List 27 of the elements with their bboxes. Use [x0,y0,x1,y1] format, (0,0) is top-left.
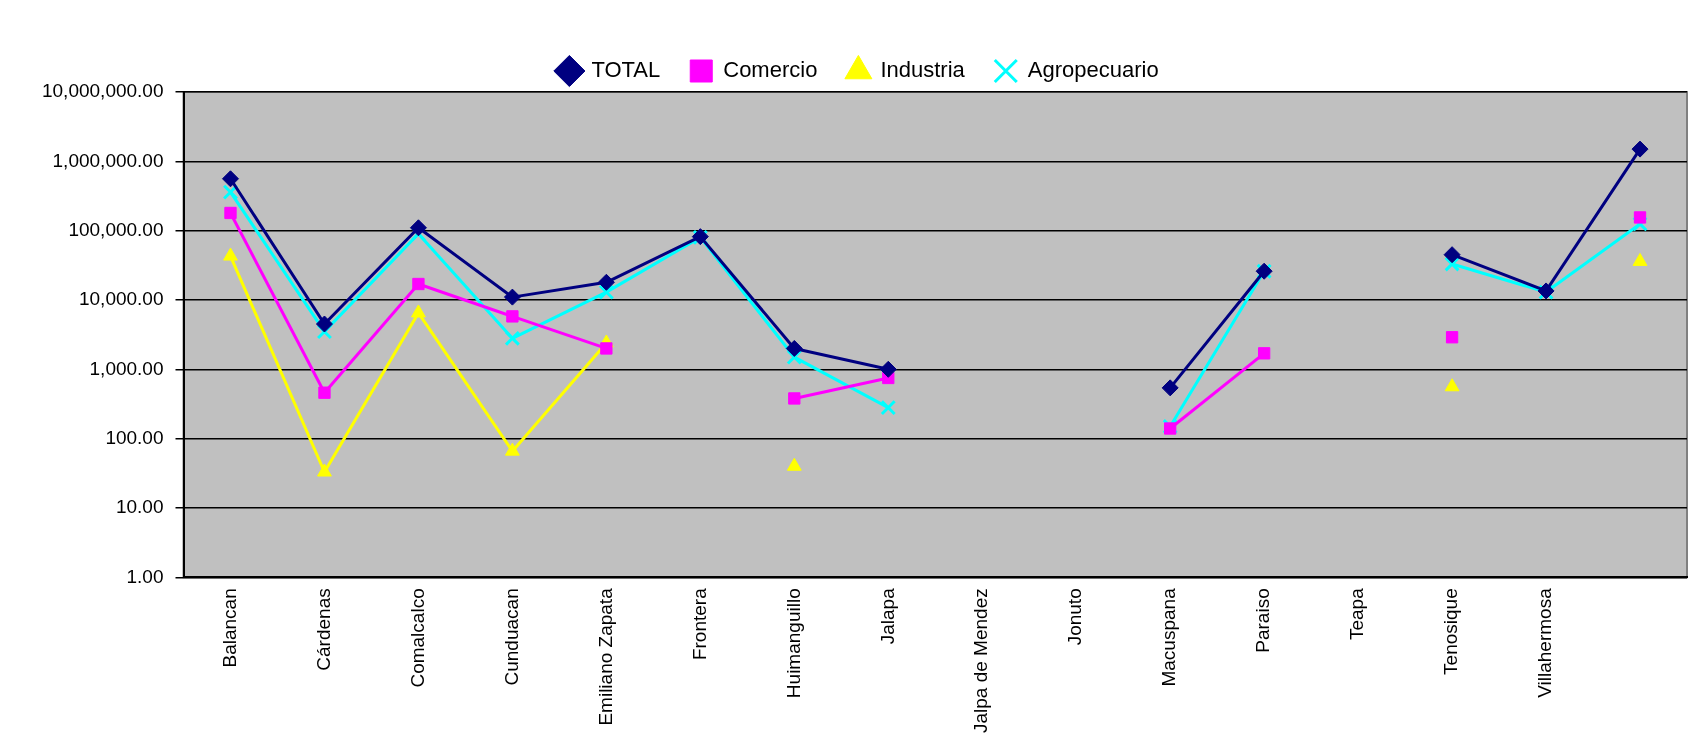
x-tick-label: Teapa [1346,587,1368,641]
y-tick-label: 1,000,000.00 [52,149,164,171]
legend-label: Industria [880,57,966,83]
y-tick-label: 10,000,000.00 [41,80,164,102]
x-tick-label: Comalcalco [406,588,428,688]
y-tick-label: 10,000.00 [78,288,164,310]
x-tick-label: Huimanguillo [782,588,804,699]
legend-label: TOTAL [591,57,661,83]
x-tick-label: Tenosique [1440,588,1462,675]
x-tick-label: Jalapa [876,587,898,645]
x-tick-label: Cárdenas [312,588,334,671]
x-tick-label: Jonuto [1064,588,1086,646]
y-tick-label: 1,000.00 [89,357,164,379]
x-tick-label: Cunduacan [500,588,522,686]
y-tick-label: 10.00 [115,496,164,518]
x-tick-label: Frontera [688,587,710,661]
legend-label: Agropecuario [1027,57,1159,83]
x-tick-label: Balancan [218,588,240,668]
x-tick-label: Paraiso [1252,588,1274,653]
x-tick-label: Macuspana [1158,587,1180,687]
x-tick-label: Emiliano Zapata [594,587,616,726]
y-tick-label: 100.00 [105,426,164,448]
y-tick-label: 1.00 [126,565,164,587]
x-tick-label: Jalpa de Mendez [970,588,992,734]
legend-label: Comercio [723,57,818,83]
y-tick-label: 100,000.00 [68,218,164,240]
x-tick-label: Villahermosa [1534,587,1556,698]
